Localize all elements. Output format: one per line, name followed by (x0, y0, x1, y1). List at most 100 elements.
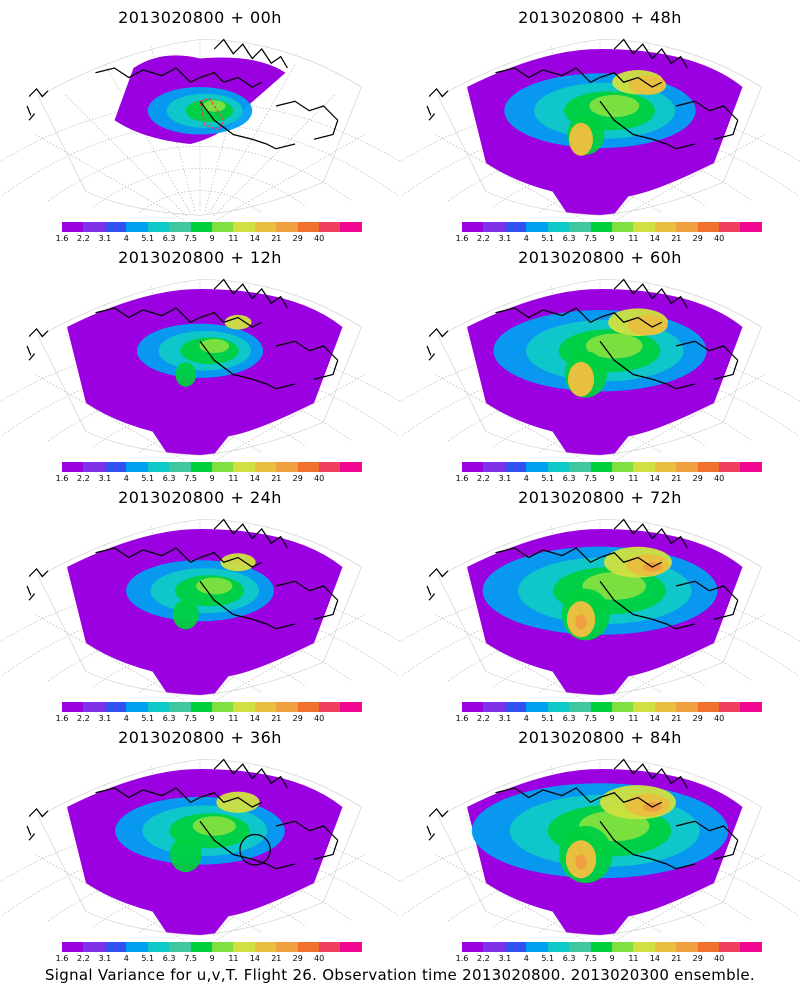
colorbar-tick-label: 5.1 (141, 954, 155, 963)
colorbar-tick-label: 4 (123, 474, 129, 483)
colorbar-segment (483, 222, 505, 232)
colorbar-segment (483, 702, 505, 712)
coastlines (26, 278, 339, 390)
colorbar-ticks: 1.6 2.2 3.1 4 5.1 6.3 7.5 9 11 14 21 29 40 (456, 234, 762, 244)
colorbar-tick-label: 21 (271, 474, 282, 483)
polar-map (0, 518, 400, 700)
colorbar-segment (62, 702, 84, 712)
colorbar-segment (126, 942, 148, 952)
colorbar-segment (169, 462, 191, 472)
colorbar-tick-label: 14 (249, 954, 260, 963)
colorbar-segment (526, 462, 548, 472)
colorbar-segment (340, 462, 362, 472)
colorbar-tick-label: 3.1 (98, 234, 112, 243)
colorbar-segment (483, 462, 505, 472)
colorbar-segment (611, 462, 634, 472)
colorbar-ticks: 1.6 2.2 3.1 4 5.1 6.3 7.5 9 11 14 21 29 40 (56, 474, 362, 484)
colorbar-tick-label: 6.3 (162, 234, 176, 243)
colorbar-segment (569, 222, 591, 232)
colorbar-tick-label: 21 (271, 714, 282, 723)
colorbar-segment (340, 702, 362, 712)
colorbar-tick-label: 3.1 (498, 954, 512, 963)
colorbar-segment (526, 222, 548, 232)
colorbar (462, 462, 762, 472)
colorbar-tick-label: 4 (523, 234, 529, 243)
colorbar-tick-label: 40 (714, 954, 725, 963)
colorbar-tick-label: 5.1 (141, 234, 155, 243)
colorbar-segment (590, 462, 612, 472)
colorbar-tick-label: 29 (292, 714, 303, 723)
colorbar (62, 702, 362, 712)
colorbar-segment (190, 222, 212, 232)
colorbar-tick-label: 9 (609, 234, 615, 243)
panel-title: 2013020800 + 60h (518, 248, 682, 267)
colorbar-segment (254, 462, 277, 472)
colorbar-tick-label: 7.5 (184, 474, 197, 483)
colorbar-segment (697, 222, 720, 232)
colorbar-ticks: 1.6 2.2 3.1 4 5.1 6.3 7.5 9 11 14 21 29 40 (456, 714, 762, 724)
colorbar-segment (569, 462, 591, 472)
colorbar-tick-label: 7.5 (184, 234, 197, 243)
colorbar-tick-label: 29 (692, 714, 703, 723)
colorbar-segment (504, 222, 527, 232)
colorbar-tick-label: 14 (249, 714, 260, 723)
colorbar-segment (104, 702, 127, 712)
forecast-panel: 2013020800 + 12h 1.6 2.2 3.1 4 5.1 6.3 7.5 9 11 14… (0, 240, 400, 483)
colorbar-segment (190, 942, 212, 952)
colorbar-segment (126, 222, 148, 232)
colorbar-tick-label: 40 (714, 234, 725, 243)
colorbar-tick-label: 4 (123, 234, 129, 243)
colorbar-ticks: 1.6 2.2 3.1 4 5.1 6.3 7.5 9 11 14 21 29 40 (56, 954, 362, 964)
figure-caption: Signal Variance for u,v,T. Flight 26. Ob… (44, 966, 756, 984)
colorbar-segment (319, 942, 341, 952)
colorbar-segment (462, 222, 484, 232)
colorbar-segment (633, 702, 655, 712)
colorbar-tick-label: 40 (314, 474, 325, 483)
colorbar (462, 702, 762, 712)
colorbar-segment (211, 222, 234, 232)
forecast-panel: 2013020800 + 72h 1.6 2.2 3.1 4 5.1 6.3 7.5 9 11 14… (400, 480, 800, 723)
colorbar-tick-label: 5.1 (541, 714, 555, 723)
colorbar-segment (126, 462, 148, 472)
colorbar-segment (233, 222, 255, 232)
colorbar-tick-label: 1.6 (455, 954, 469, 963)
colorbar-tick-label: 3.1 (98, 954, 112, 963)
colorbar-segment (83, 222, 105, 232)
colorbar-tick-label: 21 (671, 954, 682, 963)
polar-map (0, 278, 400, 460)
colorbar-tick-label: 29 (692, 234, 703, 243)
colorbar-tick-label: 11 (628, 474, 639, 483)
colorbar-ticks: 1.6 2.2 3.1 4 5.1 6.3 7.5 9 11 14 21 29 40 (56, 714, 362, 724)
colorbar-tick-label: 9 (609, 474, 615, 483)
colorbar-segment (190, 462, 212, 472)
colorbar-segment (276, 942, 298, 952)
colorbar-segment (697, 942, 720, 952)
colorbar-tick-label: 14 (249, 234, 260, 243)
colorbar-tick-label: 4 (523, 954, 529, 963)
forecast-panel: 2013020800 + 00h 1.6 2.2 3.1 4 5.1 6.3 7.5 9 11 14… (0, 0, 400, 243)
colorbar-segment (276, 462, 298, 472)
colorbar-tick-label: 2.2 (477, 474, 490, 483)
colorbar-tick-label: 21 (671, 474, 682, 483)
colorbar-tick-label: 40 (314, 954, 325, 963)
colorbar-segment (190, 702, 212, 712)
colorbar-tick-label: 40 (714, 714, 725, 723)
colorbar-segment (319, 222, 341, 232)
colorbar-segment (740, 942, 762, 952)
colorbar-tick-label: 11 (228, 714, 239, 723)
colorbar-tick-label: 40 (314, 234, 325, 243)
colorbar-tick-label: 40 (314, 714, 325, 723)
colorbar-tick-label: 9 (209, 234, 215, 243)
colorbar-segment (211, 702, 234, 712)
colorbar-tick-label: 5.1 (541, 234, 555, 243)
panel-title: 2013020800 + 36h (118, 728, 282, 747)
colorbar-tick-label: 1.6 (455, 234, 469, 243)
colorbar-tick-label: 4 (123, 714, 129, 723)
colorbar-segment (462, 702, 484, 712)
panel-title: 2013020800 + 72h (518, 488, 682, 507)
colorbar-segment (697, 702, 720, 712)
colorbar-tick-label: 5.1 (141, 474, 155, 483)
colorbar-tick-label: 2.2 (477, 954, 490, 963)
coastlines (426, 38, 739, 150)
colorbar-segment (83, 462, 105, 472)
